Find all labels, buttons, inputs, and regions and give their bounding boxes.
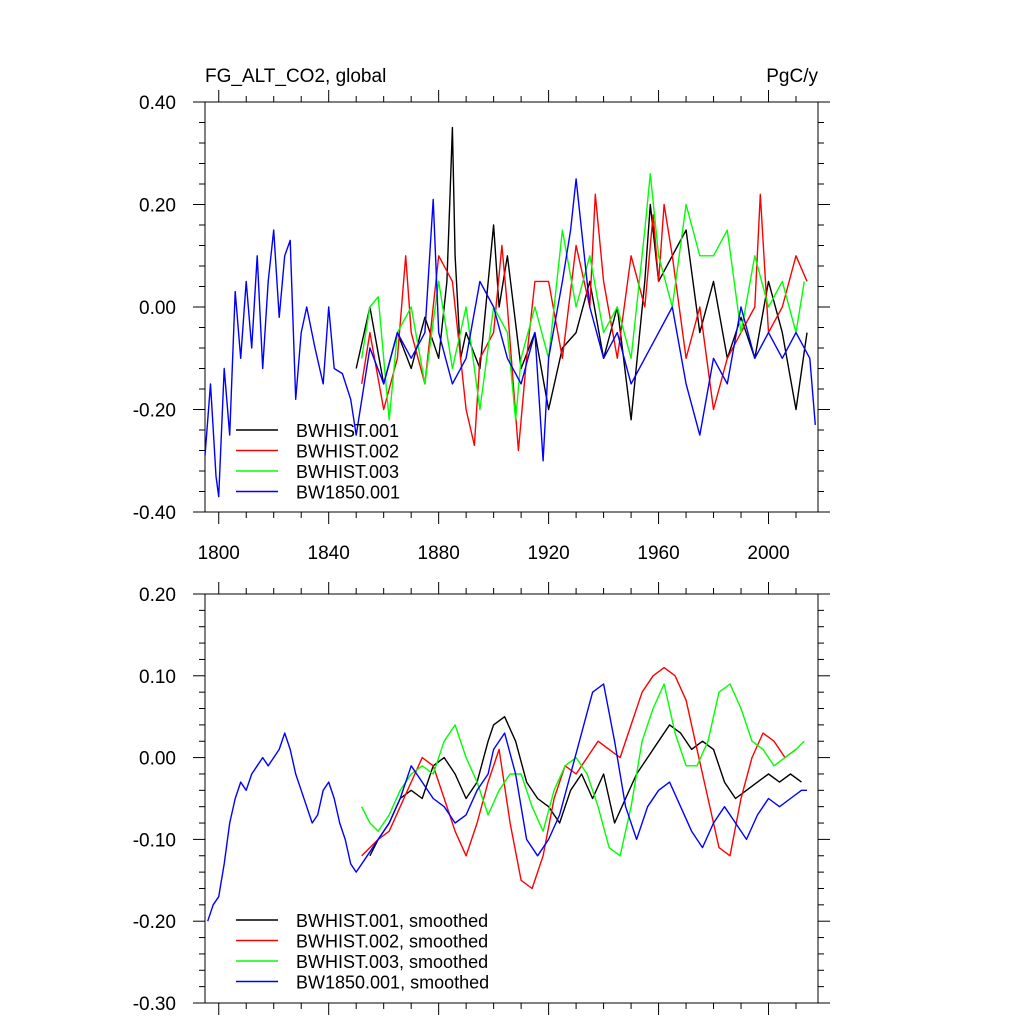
series-line [355, 126, 808, 421]
legend-label: BW1850.001, smoothed [296, 973, 489, 993]
x-tick-label: 1800 [198, 543, 240, 564]
plot-frame [204, 593, 819, 1004]
y-tick-label: 0.00 [139, 298, 176, 319]
figure-units: PgC/y [766, 66, 818, 87]
y-tick-label: 0.40 [139, 93, 176, 114]
legend-label: BWHIST.003 [296, 462, 399, 482]
legend-label: BWHIST.003, smoothed [296, 952, 488, 972]
series-line [204, 178, 816, 498]
y-tick-label: -0.40 [133, 503, 176, 524]
y-tick-label: -0.10 [133, 830, 176, 851]
top-panel: 1800 1840 1880 1920 1960 2000 -0.40 -0.20 0.00 0.… [133, 90, 830, 564]
series-line [207, 683, 807, 922]
series-line [361, 173, 805, 421]
y-tick-label: -0.20 [133, 912, 176, 933]
x-tick-label: 1840 [308, 543, 350, 564]
y-tick-label: -0.30 [133, 994, 176, 1015]
y-tick-label: 0.20 [139, 196, 176, 217]
x-tick-label: 1960 [637, 543, 679, 564]
bottom-panel: -0.30 -0.20 -0.10 0.00 0.10 0.20 BWHIST.001, s… [133, 582, 830, 1015]
y-tick-label: 0.20 [139, 585, 176, 606]
x-tick-label: 2000 [747, 543, 789, 564]
x-tick-label: 1880 [418, 543, 460, 564]
legend-label: BWHIST.001, smoothed [296, 911, 488, 931]
series-line [361, 683, 805, 857]
y-tick-label: -0.20 [133, 401, 176, 422]
legend-label: BWHIST.002, smoothed [296, 932, 488, 952]
legend-label: BWHIST.001 [296, 421, 399, 441]
series-line [361, 666, 797, 890]
legend-label: BW1850.001 [296, 483, 400, 503]
series-line [369, 716, 802, 857]
x-tick-label: 1920 [527, 543, 569, 564]
legend-label: BWHIST.002 [296, 442, 399, 462]
figure-title: FG_ALT_CO2, global [205, 66, 386, 87]
y-tick-label: 0.00 [139, 749, 176, 770]
y-tick-label: 0.10 [139, 667, 176, 688]
